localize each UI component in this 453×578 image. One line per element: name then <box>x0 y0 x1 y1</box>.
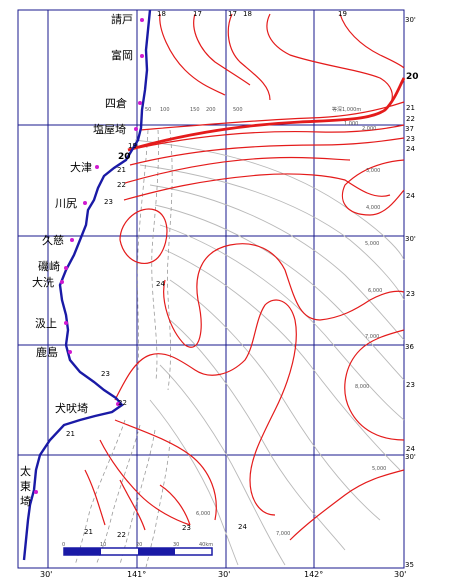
depth-label: 6,000 <box>196 511 210 517</box>
isotherm-label: 24 <box>406 145 415 153</box>
depth-label: 等深1,000m <box>332 106 361 113</box>
depth-label: 7,000 <box>365 334 379 340</box>
isotherm-label: 24 <box>406 192 415 200</box>
map-frame <box>17 9 405 569</box>
isotherm-label: 24 <box>156 280 165 288</box>
latitude-labels: 30' 37 30' 36 30' 35 <box>405 16 416 569</box>
scale-tick: 0 <box>62 542 65 548</box>
isotherm-label: 19 <box>128 142 137 150</box>
longitude-labels: 30' 141° 30' 142° 30' <box>40 570 406 578</box>
isotherm-label: 22 <box>117 181 126 189</box>
scale-tick: 20 <box>136 542 142 548</box>
lon-label: 30' <box>394 570 406 578</box>
depth-label: 4,000 <box>366 205 380 211</box>
place-tomioka: 富岡 <box>111 48 133 62</box>
depth-label: 6,000 <box>368 288 382 294</box>
place-kashima: 鹿島 <box>36 345 58 359</box>
place-kawajiri: 川尻 <box>55 197 77 210</box>
place-shioyazaki: 塩屋埼 <box>93 122 126 136</box>
isotherm-label: 23 <box>101 370 110 378</box>
isotherm-label: 23 <box>406 381 415 389</box>
lat-label: 37 <box>405 125 414 133</box>
scale-tick: 40km <box>199 542 213 548</box>
place-taito-3: 埼 <box>20 494 31 508</box>
isotherm-label: 20 <box>406 72 419 82</box>
lon-label: 141° <box>127 570 146 578</box>
isotherm-label: 19 <box>338 10 347 18</box>
lat-lon-grid <box>18 10 405 568</box>
depth-label: 50 <box>145 107 151 113</box>
isotherm-label: 17 <box>228 10 237 18</box>
scale-tick: 30 <box>173 542 179 548</box>
scale-bar-segment <box>138 548 175 555</box>
place-kuji: 久慈 <box>42 233 64 247</box>
place-markers <box>34 18 144 494</box>
isotherm-label: 21 <box>117 166 126 174</box>
depth-label: 8,000 <box>355 384 369 390</box>
isotherm-label: 21 <box>66 430 75 438</box>
isotherm-labels: 18 17 17 18 19 20 21 22 23 24 24 23 23 2… <box>66 10 419 539</box>
isotherm-label: 23 <box>406 135 415 143</box>
place-otsu: 大津 <box>70 160 92 174</box>
depth-label: 150 <box>190 107 200 113</box>
place-kumiage: 汲上 <box>35 317 57 330</box>
lat-label: 30' <box>405 235 416 243</box>
isotherm-label: 23 <box>406 290 415 298</box>
scale-tick: 10 <box>100 542 106 548</box>
isotherm-20-thick <box>127 77 406 152</box>
place-isozaki: 磯崎 <box>38 259 60 273</box>
shallow-dashed-contours <box>74 129 173 568</box>
place-yotsukura: 四倉 <box>105 96 127 110</box>
place-labels: 請戸 富岡 四倉 塩屋埼 大津 川尻 久慈 磯崎 大洗 汲上 鹿島 犬吠埼 太 … <box>20 12 133 508</box>
depth-label: 3,000 <box>366 168 380 174</box>
lon-label: 142° <box>304 570 323 578</box>
place-oarai: 大洗 <box>32 275 54 289</box>
isotherm-label: 22 <box>406 115 415 123</box>
isotherm-label: 22 <box>118 399 127 407</box>
lon-label: 30' <box>40 570 52 578</box>
isotherm-label: 17 <box>193 10 202 18</box>
depth-label: 1,000 <box>344 121 358 127</box>
isotherm-label: 24 <box>406 445 415 453</box>
depth-labels: 50 100 150 200 500 等深1,000m 1,000 2,000 … <box>145 106 386 537</box>
depth-label: 5,000 <box>372 466 386 472</box>
lon-label: 30' <box>218 570 230 578</box>
depth-label: 7,000 <box>276 531 290 537</box>
isotherm-label: 18 <box>157 10 166 18</box>
depth-label: 2,000 <box>362 126 376 132</box>
isotherm-label: 23 <box>182 524 191 532</box>
isotherm-label: 24 <box>238 523 247 531</box>
scale-bar-segment <box>64 548 101 555</box>
lat-label: 30' <box>405 16 416 24</box>
lat-label: 35 <box>405 561 414 569</box>
lat-label: 36 <box>405 343 414 351</box>
depth-label: 5,000 <box>365 241 379 247</box>
isotherm-label: 20 <box>118 152 131 162</box>
place-taito-1: 太 <box>20 465 31 478</box>
lat-label: 30' <box>405 453 416 461</box>
isotherm-label: 22 <box>117 531 126 539</box>
place-taito-2: 東 <box>20 480 31 493</box>
coastline <box>22 9 152 561</box>
place-ukedo: 請戸 <box>111 12 133 26</box>
isotherm-label: 18 <box>243 10 252 18</box>
isotherm-label: 23 <box>104 198 113 206</box>
scale-bar: 0 10 20 30 40km <box>62 542 213 556</box>
isotherm-label: 21 <box>406 104 415 112</box>
isotherms <box>84 13 405 541</box>
isotherm-label: 21 <box>84 528 93 536</box>
depth-label: 100 <box>160 107 170 113</box>
depth-contours <box>134 139 405 566</box>
place-inubozaki: 犬吠埼 <box>55 401 88 415</box>
depth-label: 200 <box>206 107 216 113</box>
depth-label: 500 <box>233 107 243 113</box>
